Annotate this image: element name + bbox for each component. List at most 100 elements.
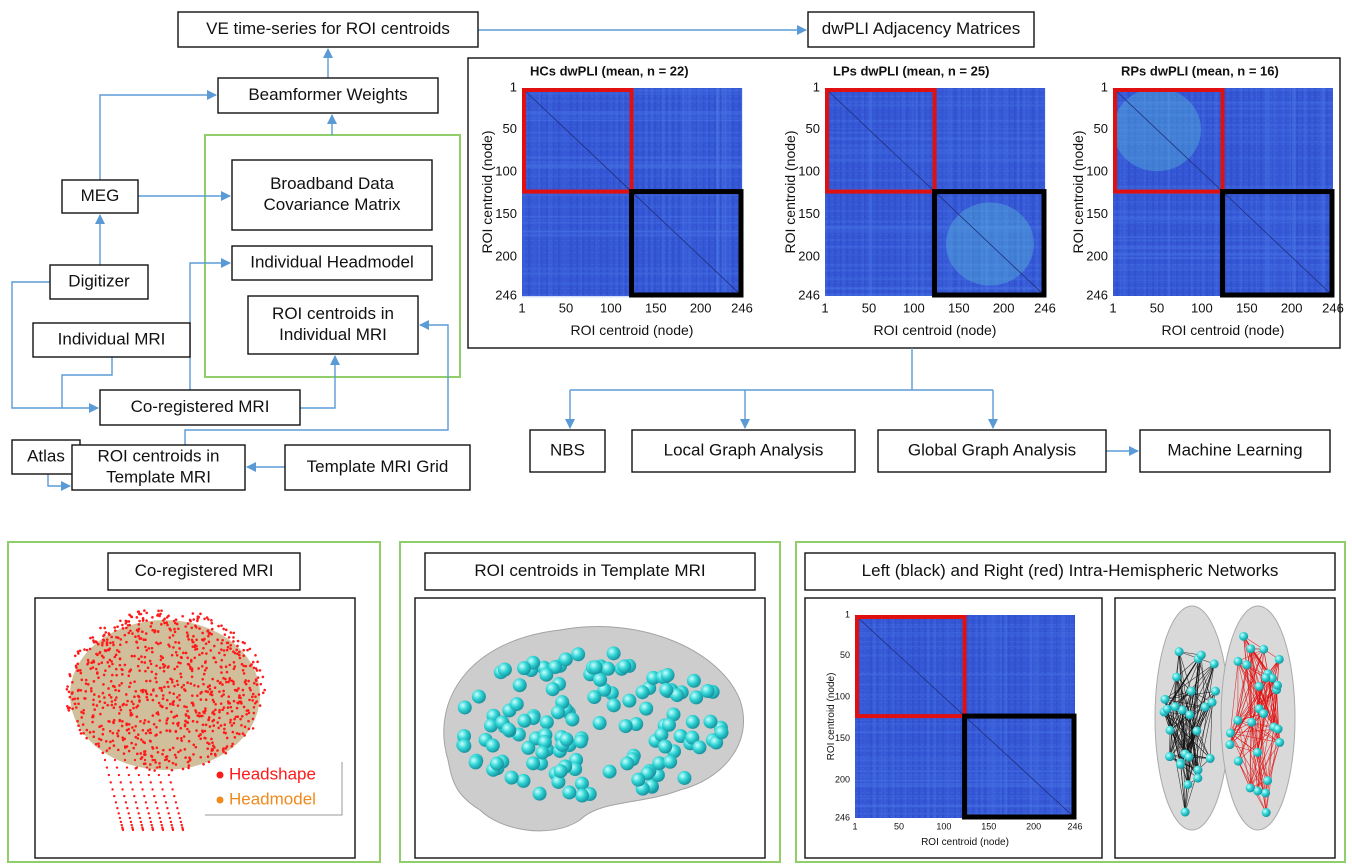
headshape-point [189,666,192,669]
headshape-point [216,680,219,683]
headshape-point [233,665,236,668]
headshape-point [228,636,231,639]
headshape-point [131,826,133,828]
y-tick-label: 150 [495,206,517,221]
headshape-point [149,660,152,663]
network-node [1192,726,1201,735]
roi-centroid [565,712,579,726]
headshape-point [181,615,184,618]
network-node [1275,738,1284,747]
headshape-point [216,749,219,752]
headshape-point [77,652,80,655]
headshape-point [82,709,85,712]
headshape-point [66,705,69,708]
headshape-point [168,636,171,639]
headshape-point [68,706,71,709]
x-tick-label: 1 [518,300,525,315]
x-tick-label: 50 [1150,300,1164,315]
flow-label: Template MRI [106,467,211,486]
headshape-point [169,817,171,819]
y-tick-label: 1 [1101,79,1108,94]
headshape-point [98,663,101,666]
headshape-point [108,633,111,636]
headshape-point [101,644,104,647]
headshape-point [104,631,107,634]
headshape-point [208,743,211,746]
headshape-point [133,680,136,683]
headshape-point [83,648,86,651]
headshape-point [138,658,141,661]
headshape-point [226,642,229,645]
headshape-point [125,704,128,707]
headshape-point [140,781,142,783]
headshape-point [168,691,171,694]
headshape-point [205,723,208,726]
headshape-point [151,746,154,749]
headshape-point [120,781,122,783]
network-node [1274,725,1283,734]
headshape-point [205,642,208,645]
network-node [1184,753,1193,762]
matrix-title: RPs dwPLI (mean, n = 16) [1121,63,1279,78]
headshape-point [178,641,181,644]
headshape-point [170,711,173,714]
headshape-point [133,795,135,797]
headshape-point [202,763,205,766]
x-tick-label: 100 [936,821,951,831]
headshape-point [187,663,190,666]
headshape-point [131,788,133,790]
roi-centroid [703,715,717,729]
roi-centroid [622,694,636,708]
headshape-point [104,669,107,672]
headshape-point [145,612,148,615]
headshape-point [113,706,116,709]
headshape-point [160,659,163,662]
roi-centroid [692,740,706,754]
headshape-point [207,719,210,722]
headshape-point [71,691,74,694]
headshape-point [224,732,227,735]
headshape-point [177,683,180,686]
headshape-point [180,739,183,742]
headshape-point [209,632,212,635]
headshape-point [125,693,128,696]
headshape-point [123,795,125,797]
headshape-point [167,666,170,669]
headshape-point [163,670,166,673]
headshape-point [158,766,161,769]
headshape-point [243,706,246,709]
headshape-point [110,636,113,639]
headshape-point [86,729,89,732]
headshape-point [227,695,230,698]
headshape-point [159,642,162,645]
headshape-point [129,630,132,633]
headshape-point [190,682,193,685]
headshape-point [132,707,135,710]
headshape-point [89,637,92,640]
headshape-point [132,747,135,750]
network-node [1263,776,1272,785]
headshape-point [150,781,152,783]
headshape-point [259,683,262,686]
headshape-point [97,676,100,679]
headshape-point [194,624,197,627]
headshape-point [212,724,215,727]
roi-centroid [607,646,621,660]
headshape-point [75,706,78,709]
x-tick-label: 50 [559,300,573,315]
network-node [1273,681,1282,690]
flow-label: Template MRI Grid [307,457,449,476]
headshape-point [114,689,117,692]
roi-centroid [620,756,634,770]
headshape-point [80,732,83,735]
flow-label: Individual Headmodel [250,252,414,271]
headshape-point [184,756,187,759]
headshape-point [178,694,181,697]
headshape-point [110,781,112,783]
headshape-point [141,788,143,790]
headshape-point [183,705,186,708]
headshape-point [233,722,236,725]
x-tick-label: 200 [993,300,1015,315]
headshape-point [195,729,198,732]
headshape-point [214,708,217,711]
